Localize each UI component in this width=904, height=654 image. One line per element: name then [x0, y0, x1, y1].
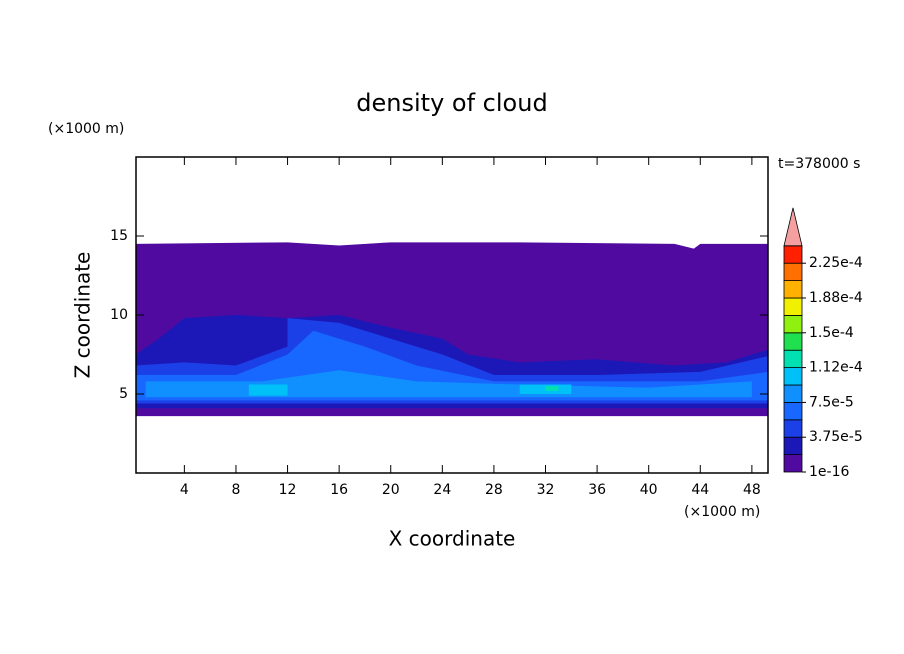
colorbar-tick-label: 1.88e-4	[809, 290, 863, 306]
colorbar-box	[783, 454, 803, 473]
colorbar-box	[783, 280, 803, 299]
y-tick-label: 10	[110, 307, 128, 323]
colorbar-box	[783, 367, 803, 386]
colorbar-box	[783, 262, 803, 282]
x-tick-label: 20	[382, 482, 400, 498]
colorbar-box	[783, 314, 803, 334]
y-unit: (×1000 m)	[48, 121, 124, 137]
colorbar-box	[783, 332, 803, 351]
colorbar-tick-label: 7.5e-5	[809, 394, 854, 410]
colorbar-box	[783, 349, 803, 369]
x-tick-label: 36	[588, 482, 606, 498]
colorbar-tick-label: 2.25e-4	[809, 255, 863, 271]
colorbar-tick-label: 1.12e-4	[809, 360, 863, 376]
x-tick-label: 8	[231, 482, 240, 498]
y-axis-label: Z coordinate	[71, 252, 95, 379]
chart-title: density of cloud	[356, 89, 547, 117]
y-tick-label: 5	[119, 386, 128, 402]
colorbar-extension	[783, 207, 803, 247]
x-tick-label: 4	[180, 482, 189, 498]
colorbar-box	[783, 401, 803, 421]
x-tick-label: 16	[330, 482, 348, 498]
contour-region	[248, 384, 288, 396]
y-tick-label: 15	[110, 228, 128, 244]
colorbar-box	[783, 436, 803, 456]
colorbar-box	[783, 245, 803, 264]
x-tick-label: 40	[640, 482, 658, 498]
colorbar-tick-label: 1e-16	[809, 464, 849, 480]
x-tick-label: 12	[279, 482, 297, 498]
x-tick-label: 24	[433, 482, 451, 498]
x-tick-label: 44	[691, 482, 709, 498]
contour-region	[145, 370, 752, 398]
colorbar-tick-label: 3.75e-5	[809, 429, 863, 445]
colorbar-box	[783, 297, 803, 316]
x-tick-label: 48	[743, 482, 761, 498]
colorbar-tick-label: 1.5e-4	[809, 325, 854, 341]
colorbar-box	[783, 419, 803, 438]
time-label: t=378000 s	[778, 156, 860, 172]
x-unit: (×1000 m)	[684, 504, 760, 520]
x-tick-label: 32	[537, 482, 555, 498]
contour-region	[545, 386, 559, 391]
x-tick-label: 28	[485, 482, 503, 498]
x-axis-label: X coordinate	[389, 527, 516, 551]
colorbar-box	[783, 384, 803, 403]
